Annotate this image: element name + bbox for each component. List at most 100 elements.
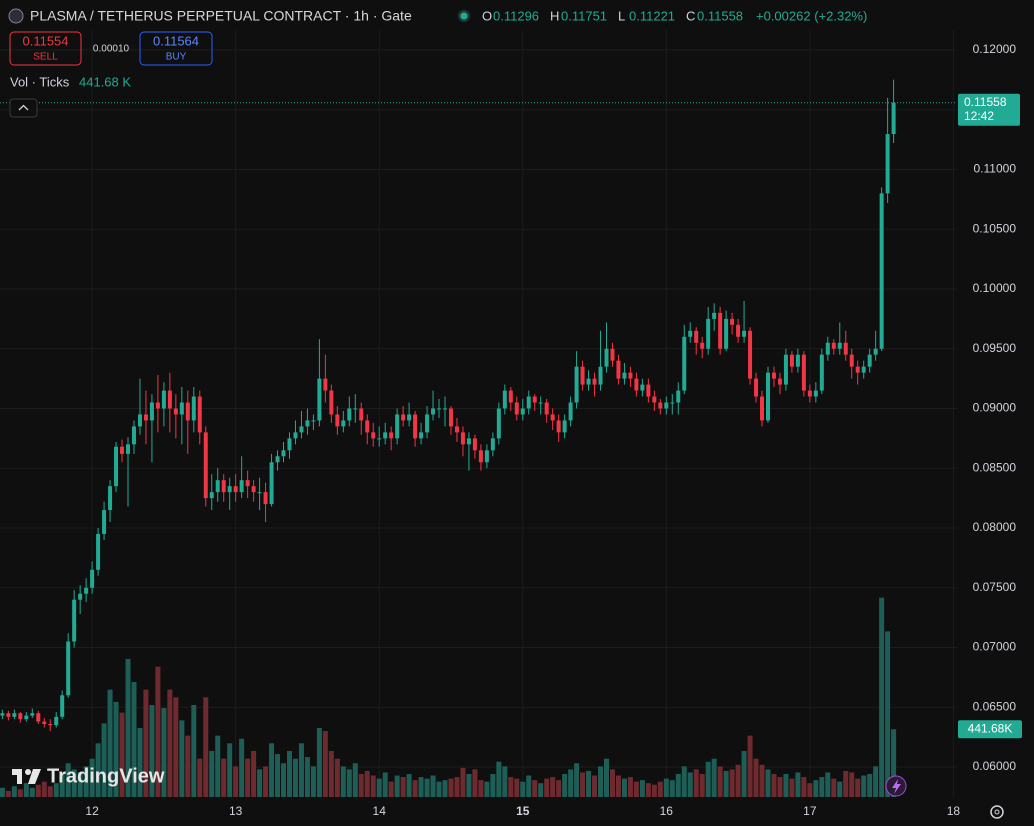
candle-body — [371, 432, 376, 439]
volume-bar — [328, 751, 334, 797]
buy-button[interactable] — [139, 31, 213, 66]
volume-bar — [245, 758, 251, 797]
candle-body — [634, 378, 639, 391]
candle-body — [137, 414, 142, 427]
candle-body — [6, 713, 11, 717]
candle-body — [496, 408, 501, 439]
x-tick-label: 16 — [660, 804, 674, 818]
candle-body — [526, 396, 531, 409]
change: +0.00262 (+2.32%) — [756, 8, 867, 23]
brand-name: TradingView — [47, 765, 165, 787]
y-tick-label: 0.11000 — [974, 162, 1017, 176]
candle-body — [120, 446, 125, 454]
volume-bar — [789, 778, 795, 797]
candle-body — [149, 402, 154, 421]
volume-bar — [346, 769, 352, 797]
candle-body — [490, 438, 495, 451]
candle-body — [311, 420, 316, 422]
last-price-label: 0.11558 — [964, 95, 1007, 109]
candle-body — [108, 486, 113, 511]
volume-bar — [639, 780, 645, 797]
volume-bar — [59, 774, 65, 797]
candle-body — [60, 695, 65, 717]
candle-body — [227, 486, 232, 493]
candle-body — [574, 366, 579, 403]
volume-bar — [281, 763, 287, 797]
candle-body — [628, 372, 633, 379]
candle-body — [891, 102, 896, 135]
candle-body — [347, 408, 352, 421]
volume-bar — [496, 761, 502, 797]
volume-bar — [550, 777, 556, 797]
candle-body — [383, 432, 388, 439]
y-tick-label: 0.06500 — [973, 699, 1017, 713]
candle-body — [42, 721, 47, 724]
volume-bar — [687, 772, 693, 797]
candle-body — [658, 402, 663, 409]
candle-body — [748, 330, 753, 379]
volume-bar — [310, 766, 316, 797]
ohlc-key: O — [482, 8, 492, 23]
volume-bar — [675, 774, 681, 797]
logo-part — [25, 769, 31, 775]
volume-bar — [454, 777, 460, 797]
candle-body — [359, 408, 364, 421]
volume-bar — [149, 705, 155, 797]
symbol-icon — [8, 8, 24, 24]
candle-body — [221, 480, 226, 493]
candle-body — [239, 480, 244, 493]
candle-body — [730, 318, 735, 325]
candle-body — [502, 390, 507, 409]
candle-body — [173, 408, 178, 415]
volume-bar — [783, 774, 789, 797]
volume-bar — [400, 777, 406, 797]
candle-body — [807, 390, 812, 397]
candle-body — [652, 396, 657, 403]
volume-bar — [269, 743, 275, 797]
volume-bar — [340, 766, 346, 797]
volume-bar — [11, 786, 17, 797]
candle-body — [550, 414, 555, 421]
candle-body — [556, 420, 561, 433]
volume-bar — [304, 757, 310, 797]
candle-body — [640, 384, 645, 391]
volume-bar — [95, 743, 101, 797]
volume-bar — [861, 775, 867, 797]
volume-bar — [633, 781, 639, 797]
candle-body — [335, 414, 340, 427]
volume-bar — [843, 770, 849, 797]
y-tick-label: 0.12000 — [973, 42, 1017, 56]
logo-part — [17, 769, 22, 784]
candle-body — [825, 342, 830, 355]
collapse-button[interactable] — [9, 98, 38, 118]
volume-bar — [741, 751, 747, 797]
candle-body — [299, 426, 304, 433]
volume-bar — [394, 775, 400, 797]
candle-body — [580, 366, 585, 385]
volume-bar — [669, 780, 675, 797]
volume-bar — [849, 772, 855, 797]
candle-body — [78, 593, 83, 600]
candle-body — [48, 723, 53, 726]
volume-bar — [77, 772, 83, 797]
settings-button[interactable] — [990, 805, 1004, 819]
candle-body — [771, 372, 776, 379]
candle-body — [36, 713, 41, 722]
volume-title: Vol · Ticks — [10, 74, 70, 89]
candle-body — [125, 444, 130, 454]
volume-bar — [137, 728, 143, 797]
y-tick-label: 0.10000 — [973, 281, 1017, 295]
y-tick-label: 0.07000 — [973, 640, 1017, 654]
spread: 0.00010 — [93, 44, 130, 55]
volume-bar — [466, 774, 472, 797]
last-price-box — [958, 93, 1020, 126]
volume-bar — [155, 666, 161, 797]
sell-button[interactable] — [9, 31, 82, 66]
candle-body — [783, 354, 788, 385]
candle-body — [454, 426, 459, 433]
candle-body — [831, 342, 836, 349]
candle-body — [777, 378, 782, 385]
volume-bar — [167, 689, 173, 797]
candle-body — [478, 450, 483, 463]
candle-body — [718, 312, 723, 349]
